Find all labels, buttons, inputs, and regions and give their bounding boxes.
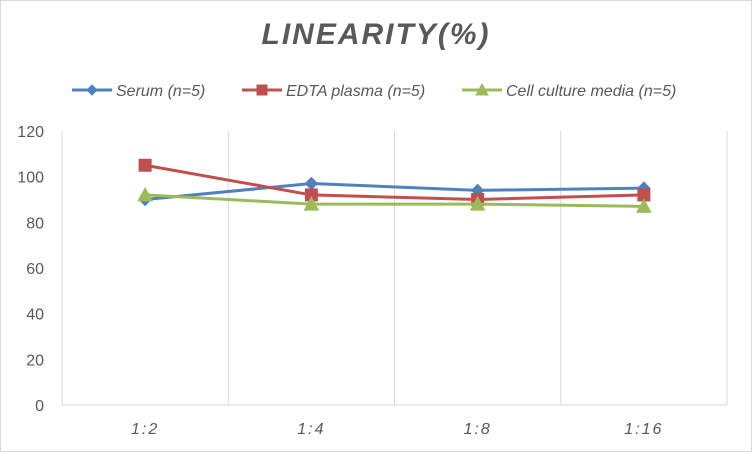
data-point bbox=[475, 82, 489, 96]
y-tick-label: 20 bbox=[26, 352, 44, 369]
legend-label: EDTA plasma (n=5) bbox=[286, 83, 425, 100]
legend-entry: EDTA plasma (n=5) bbox=[242, 83, 425, 100]
data-point bbox=[137, 186, 153, 202]
legend-entry: Serum (n=5) bbox=[72, 83, 205, 100]
x-tick-label: 1:8 bbox=[464, 421, 492, 438]
data-point bbox=[86, 84, 98, 96]
series-line bbox=[144, 163, 644, 201]
chart-title: LINEARITY(%) bbox=[261, 18, 491, 51]
data-point bbox=[256, 84, 268, 96]
series-line bbox=[144, 182, 644, 201]
legend-label: Cell culture media (n=5) bbox=[506, 83, 676, 100]
y-tick-label: 40 bbox=[26, 307, 44, 324]
x-tick-label: 1:4 bbox=[297, 421, 325, 438]
series-line bbox=[145, 193, 644, 208]
data-point bbox=[304, 176, 319, 191]
legend-label: Serum (n=5) bbox=[116, 83, 205, 100]
data-point bbox=[303, 196, 320, 211]
y-tick-label: 80 bbox=[26, 215, 44, 232]
data-point bbox=[138, 158, 152, 172]
data-point bbox=[469, 196, 486, 211]
y-tick-label: 0 bbox=[35, 398, 44, 415]
x-tick-label: 1:2 bbox=[131, 421, 159, 438]
y-tick-label: 120 bbox=[17, 124, 44, 141]
series-2 bbox=[137, 186, 652, 213]
y-tick-label: 100 bbox=[17, 170, 44, 187]
x-tick-label: 1:16 bbox=[624, 421, 663, 438]
y-tick-label: 60 bbox=[26, 261, 44, 278]
legend-entry: Cell culture media (n=5) bbox=[462, 82, 676, 100]
data-point bbox=[636, 198, 652, 213]
